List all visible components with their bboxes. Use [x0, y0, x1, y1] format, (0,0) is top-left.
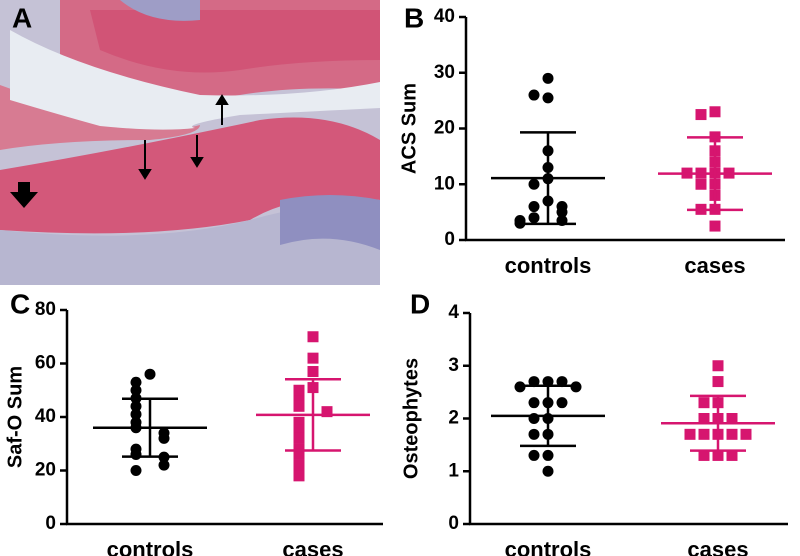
- data-point: [293, 384, 305, 396]
- x-tick-label: cases: [687, 537, 748, 556]
- x-tick-label: controls: [107, 537, 194, 556]
- data-point: [528, 178, 540, 190]
- data-point: [144, 368, 156, 380]
- data-point: [726, 428, 738, 440]
- data-point: [528, 89, 540, 101]
- data-point: [542, 72, 554, 84]
- data-point: [293, 459, 305, 471]
- data-point: [130, 400, 142, 412]
- x-tick-label: controls: [505, 253, 592, 278]
- y-axis-label: Osteophytes: [400, 358, 422, 479]
- data-point: [293, 400, 305, 412]
- data-point: [709, 106, 721, 118]
- y-tick-label: 40: [434, 6, 455, 27]
- panel-label: A: [12, 2, 32, 33]
- data-point: [740, 428, 752, 440]
- data-point: [556, 376, 568, 388]
- y-tick-label: 0: [45, 513, 56, 534]
- y-tick-label: 20: [434, 118, 455, 139]
- data-point: [130, 384, 142, 396]
- data-point: [293, 416, 305, 428]
- data-point: [709, 220, 721, 232]
- y-axis-label: ACS Sum: [398, 83, 420, 174]
- data-point: [158, 459, 170, 471]
- y-axis-label: Saf-O Sum: [4, 366, 26, 468]
- x-tick-label: controls: [505, 537, 592, 556]
- y-tick-label: 30: [434, 62, 455, 83]
- data-point: [712, 376, 724, 388]
- data-point: [307, 366, 319, 378]
- y-tick-label: 2: [448, 408, 459, 429]
- x-tick-label: cases: [684, 253, 745, 278]
- data-point: [712, 449, 724, 461]
- data-point: [712, 360, 724, 372]
- y-tick-label: 1: [448, 460, 459, 481]
- data-point: [542, 449, 554, 461]
- data-point: [695, 109, 707, 121]
- data-point: [293, 448, 305, 460]
- data-point: [307, 352, 319, 364]
- y-tick-label: 40: [35, 406, 56, 427]
- data-point: [293, 432, 305, 444]
- data-point: [556, 206, 568, 218]
- data-point: [307, 331, 319, 343]
- data-point: [293, 470, 305, 482]
- data-point: [130, 465, 142, 476]
- y-tick-label: 0: [444, 229, 455, 250]
- data-point: [698, 397, 710, 409]
- data-point: [528, 428, 540, 440]
- data-point: [726, 449, 738, 461]
- panel-label: C: [10, 288, 30, 319]
- data-point: [698, 413, 710, 424]
- y-tick-label: 10: [434, 173, 455, 194]
- y-tick-label: 20: [35, 460, 56, 481]
- y-tick-label: 0: [448, 513, 459, 534]
- data-point: [695, 178, 707, 190]
- data-point: [528, 397, 540, 409]
- data-point: [293, 424, 305, 436]
- data-point: [556, 397, 568, 409]
- data-point: [698, 449, 710, 461]
- y-tick-label: 80: [35, 299, 56, 320]
- y-tick-label: 4: [448, 302, 459, 323]
- data-point: [542, 376, 554, 388]
- data-point: [684, 428, 696, 440]
- panel-label: B: [404, 2, 424, 33]
- data-point: [528, 212, 540, 224]
- data-point: [528, 449, 540, 461]
- data-point: [698, 428, 710, 440]
- data-point: [130, 376, 142, 388]
- panel-label: D: [410, 288, 430, 319]
- y-tick-label: 3: [448, 355, 459, 376]
- data-point: [542, 92, 554, 104]
- data-point: [528, 376, 540, 388]
- x-tick-label: cases: [282, 537, 343, 556]
- y-tick-label: 60: [35, 353, 56, 374]
- data-point: [321, 406, 333, 418]
- histology-image: [0, 0, 380, 285]
- data-point: [528, 201, 540, 213]
- data-point: [158, 432, 170, 444]
- data-point: [542, 465, 554, 477]
- data-point: [130, 408, 142, 420]
- data-point: [726, 413, 738, 424]
- data-point: [130, 448, 142, 460]
